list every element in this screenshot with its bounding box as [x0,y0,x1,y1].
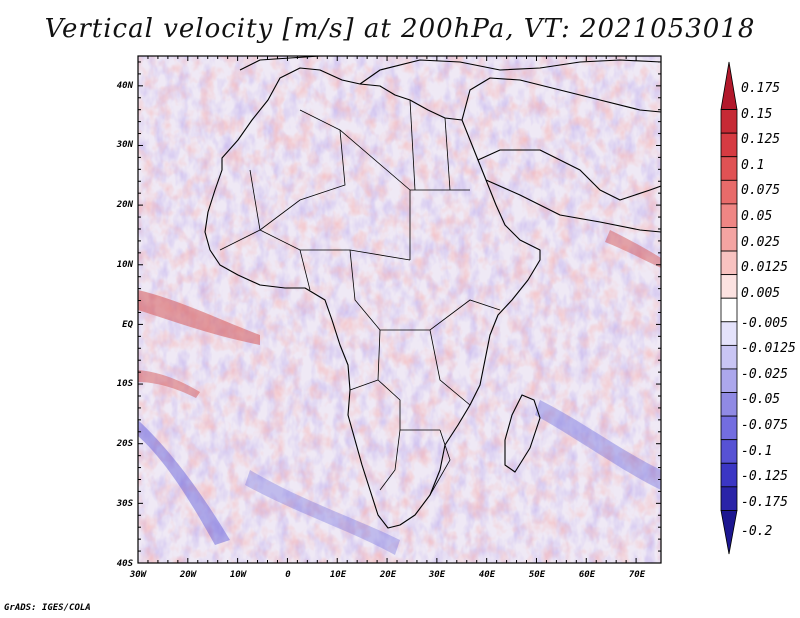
colorbar-segment [720,250,738,276]
colorbar-segment [720,368,738,393]
colorbar-segment [720,61,738,110]
lon-label: 30W [129,570,148,580]
colorbar-segment [720,462,738,488]
colorbar-label: -0.2 [741,524,772,539]
colorbar-labels: 0.175 0.15 0.125 0.1 0.075 0.05 0.025 0.… [741,81,796,539]
lon-label: 70E [629,570,646,580]
colorbar [720,61,738,555]
lon-label: 40E [479,570,496,580]
colorbar-label: 0.05 [741,209,772,224]
colorbar-segment [720,274,738,299]
colorbar-label: 0.075 [741,183,780,198]
coastlines [204,56,661,529]
colorbar-label: 0.005 [741,286,780,301]
latitude-labels: 40N 30N 20N 10N EQ 10S 20S 30S 40S [116,81,134,569]
lat-label: 10N [117,260,134,270]
colorbar-segment [720,156,738,181]
axis-ticks [137,56,661,564]
colorbar-segment [720,227,738,252]
colorbar-segment [720,510,738,555]
colorbar-segment [720,344,738,370]
lon-label: 20W [179,570,198,580]
lat-label: EQ [122,320,133,330]
lat-label: 40S [117,559,134,569]
colorbar-label: -0.125 [741,469,788,484]
colorbar-segment [720,132,738,158]
colorbar-label: -0.0125 [741,341,796,356]
map-frame [137,55,662,564]
colorbar-label: 0.175 [741,81,780,96]
lat-label: 30S [116,499,134,509]
colorbar-segment [720,486,738,511]
colorbar-segment [720,179,738,205]
longitude-labels: 30W 20W 10W 0 10E 20E 30E 40E 50E 60E 70… [129,570,646,580]
colorbar-label: 0.125 [741,132,780,147]
plot-title: Vertical velocity [m/s] at 200hPa, VT: 2… [44,14,756,44]
colorbar-label: 0.15 [741,107,772,122]
lat-label: 20N [116,200,134,210]
colorbar-segment [720,439,738,464]
colorbar-label: -0.005 [741,316,788,331]
lon-label: 0 [285,570,291,580]
colorbar-label: -0.075 [741,418,788,433]
colorbar-label: 0.0125 [741,260,788,275]
country-borders [219,99,501,496]
colorbar-segment [720,109,738,134]
lat-label: 20S [116,439,134,449]
lon-label: 10E [330,570,347,580]
lat-label: 10S [117,379,134,389]
lon-label: 30E [428,570,446,580]
lon-label: 50E [529,570,546,580]
velocity-field [138,56,661,563]
lat-label: 40N [117,81,134,91]
colorbar-label: 0.025 [741,235,780,250]
lat-label: 30N [116,140,134,150]
lon-label: 10W [230,570,248,580]
colorbar-segment [720,415,738,441]
colorbar-label: -0.175 [741,495,788,510]
colorbar-label: -0.1 [741,444,772,459]
colorbar-segment [720,203,738,228]
lon-label: 20E [379,570,397,580]
colorbar-segment [720,321,738,346]
colorbar-label: -0.05 [741,392,780,407]
colorbar-label: -0.025 [741,367,788,382]
lon-label: 60E [579,570,596,580]
colorbar-label: 0.1 [741,158,764,173]
colorbar-segment [720,392,738,417]
grads-credit: GrADS: IGES/COLA [4,603,91,613]
colorbar-segment [720,297,738,323]
